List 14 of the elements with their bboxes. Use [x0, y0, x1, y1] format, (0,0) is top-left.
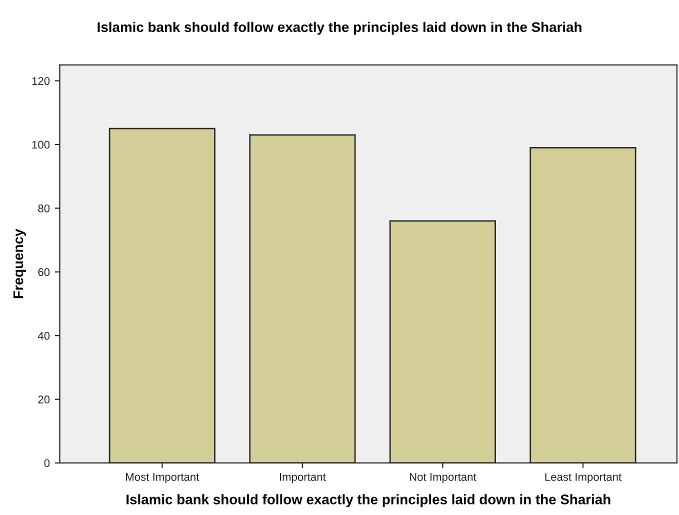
y-tick-label: 60	[38, 268, 50, 276]
x-tick-label: Least Important	[545, 473, 622, 484]
x-tick-label: Not Important	[410, 473, 476, 484]
y-tick-label: 120	[32, 77, 50, 85]
x-axis-title: Islamic bank should follow exactly the principles laid down in the Shariah	[126, 494, 610, 508]
x-tick-label: Most Important	[126, 473, 200, 484]
y-tick-label: 20	[38, 396, 50, 404]
x-tick-label: Important	[280, 473, 326, 484]
y-tick-label: 80	[38, 204, 50, 212]
y-tick-label: 40	[38, 332, 50, 340]
y-tick-label: 0	[44, 459, 50, 468]
y-tick-label: 100	[32, 140, 50, 149]
y-axis-title: Frequency	[14, 228, 26, 298]
chart-title: Islamic bank should follow exactly the principles laid down in the Shariah	[98, 22, 582, 35]
